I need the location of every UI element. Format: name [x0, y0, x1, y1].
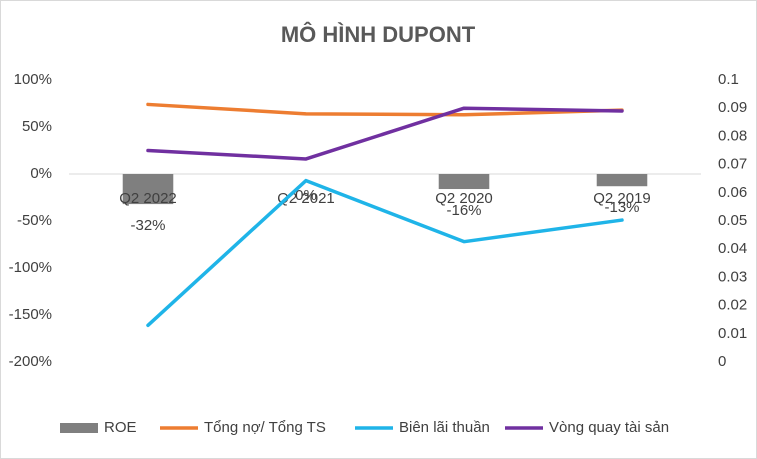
legend-swatch	[60, 423, 98, 433]
y2-tick-label: 0	[718, 353, 726, 370]
y2-tick-label: 0.01	[718, 325, 747, 342]
y2-tick-label: 0.06	[718, 184, 747, 201]
bar	[438, 174, 490, 190]
data-label: -32%	[130, 217, 165, 234]
legend-label: Tổng nợ/ Tổng TS	[204, 419, 326, 436]
y-tick-label: -100%	[9, 259, 52, 276]
line	[146, 102, 624, 117]
y-tick-label: 100%	[14, 71, 52, 88]
bar	[122, 174, 174, 205]
y2-tick-label: 0.05	[718, 212, 747, 229]
chart-title: MÔ HÌNH DUPONT	[281, 22, 476, 47]
x-tick-label: Q2 2020	[435, 190, 493, 207]
y-tick-label: 0%	[30, 165, 52, 182]
x-tick-label: Q2 2022	[119, 190, 177, 207]
data-label: -16%	[446, 202, 481, 219]
x-tick-label: Q2 2019	[593, 190, 651, 207]
y2-tick-label: 0.03	[718, 268, 747, 285]
y-tick-label: -50%	[17, 212, 52, 229]
y-tick-label: 50%	[22, 118, 52, 135]
line	[146, 178, 624, 328]
y-tick-label: -150%	[9, 306, 52, 323]
y2-tick-label: 0.09	[718, 99, 747, 116]
legend-label: Vòng quay tài sản	[549, 419, 669, 436]
legend-label: Biên lãi thuần	[399, 419, 490, 436]
y2-tick-label: 0.1	[718, 71, 739, 88]
y2-tick-label: 0.08	[718, 127, 747, 144]
y-tick-label: -200%	[9, 353, 52, 370]
bar	[596, 174, 648, 187]
y2-tick-label: 0.07	[718, 156, 747, 173]
data-label: -13%	[604, 199, 639, 216]
data-label: 0%	[295, 187, 317, 204]
y2-tick-label: 0.02	[718, 297, 747, 314]
legend-label: ROE	[104, 419, 137, 436]
line	[146, 106, 624, 161]
y2-tick-label: 0.04	[718, 240, 747, 257]
